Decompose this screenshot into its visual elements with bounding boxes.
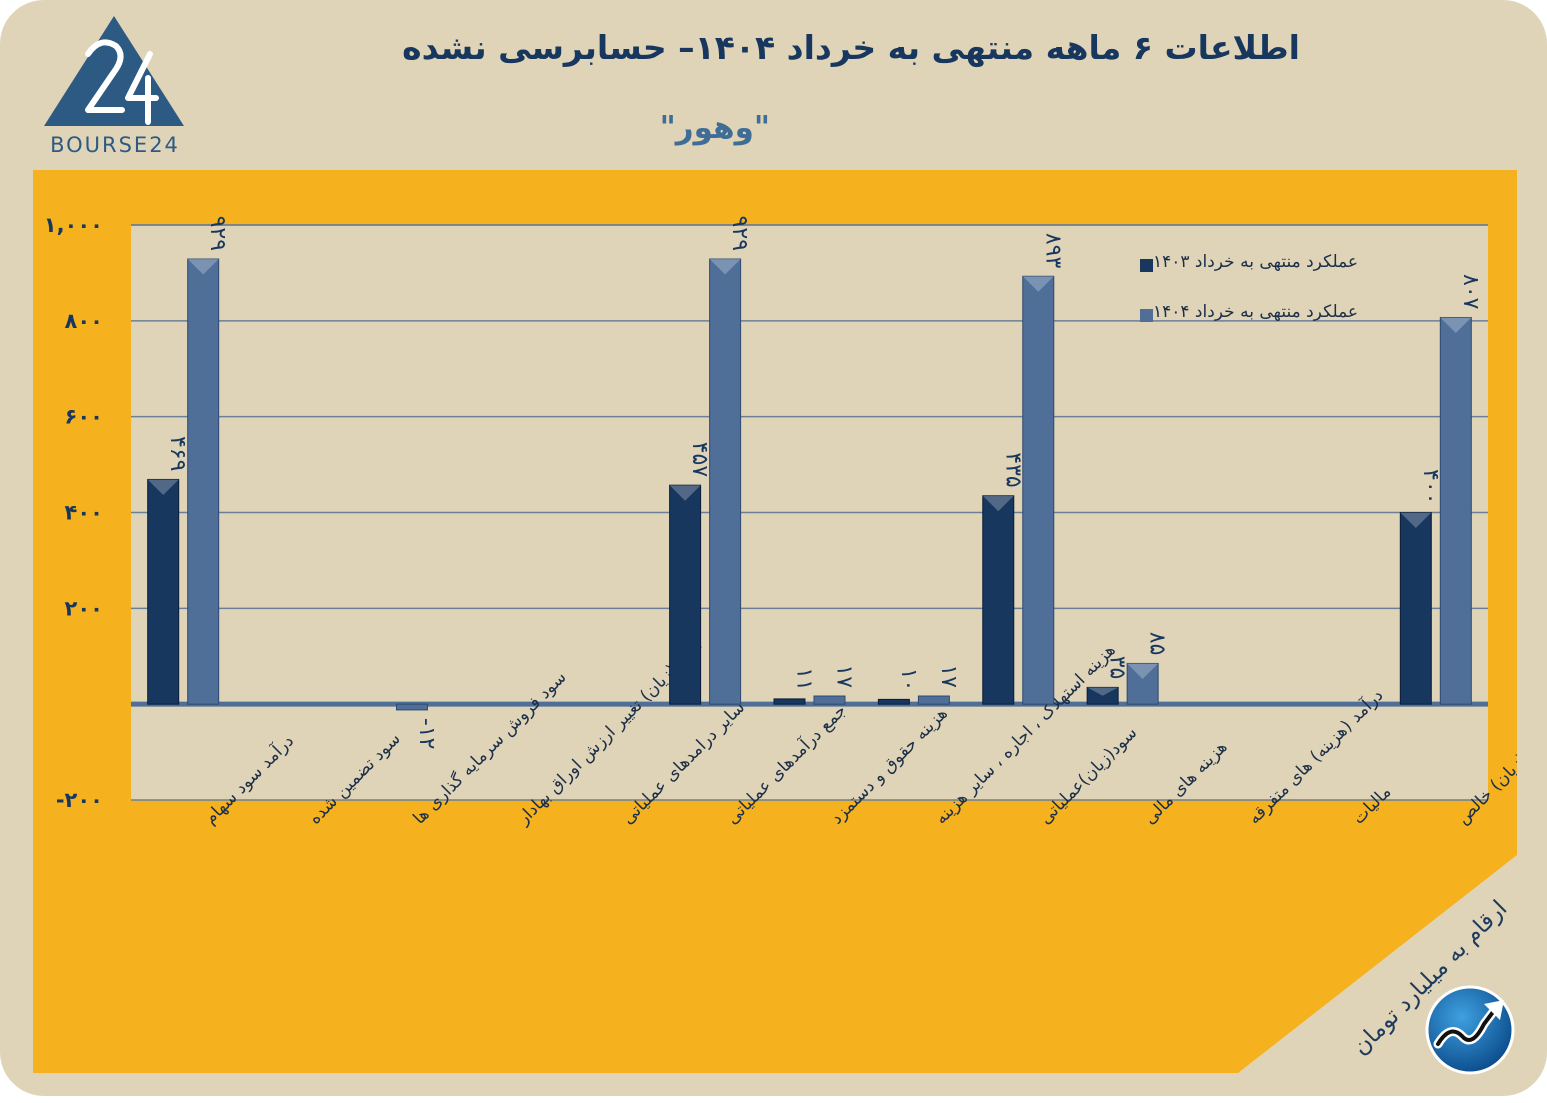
bar-highlight [669,485,701,501]
legend-swatch-1403 [1140,259,1153,272]
bar [147,478,180,705]
bar-highlight [1087,687,1119,696]
logo-text: BOURSE24 [50,133,180,157]
data-label: ۱۷ [832,664,857,688]
legend-label: عملکرد منتهی به خرداد ۱۴۰۴ [1153,302,1359,322]
data-label: ۴۶۹ [165,436,190,471]
data-label: ۱۱ [792,667,817,691]
data-label: ۸۰۷ [1458,274,1483,310]
chart-panel: -۲۰۰ ۲۰۰ ۴۰۰ ۶۰۰ ۸۰۰ ۱,۰۰۰ ۴۶۹ ۹۲۹ درآمد سود سها… [33,170,1517,1073]
data-label: ۱۰ [896,668,921,692]
data-label: ۴۵۷ [687,442,712,478]
bar [1022,275,1055,705]
bar-highlight [187,259,219,275]
bar-highlight [709,259,741,275]
trend-arrow-icon [1425,985,1515,1075]
legend-label: عملکرد منتهی به خرداد ۱۴۰۳ [1153,252,1359,272]
data-label: ۸۹۳ [1040,233,1065,269]
bar [1439,316,1472,705]
bar [395,703,428,711]
bar-highlight [1022,276,1054,292]
page-subtitle: "وهور" [659,110,770,146]
bar-highlight [1127,663,1159,679]
bar [709,258,742,705]
bar [187,258,220,705]
bar-highlight [982,495,1014,512]
y-tick-label: ۲۰۰ [65,596,103,620]
data-label: ۴۳۵ [1000,452,1025,487]
y-tick-label: ۸۰۰ [65,309,103,333]
y-tick-label: ۱,۰۰۰ [44,213,103,237]
y-tick-label: ۶۰۰ [65,405,103,429]
bar [982,495,1015,705]
bar [773,698,806,705]
bar-highlight [1400,512,1432,528]
bar [877,698,910,705]
legend-item-1403: عملکرد منتهی به خرداد ۱۴۰۳ [1153,252,1358,272]
legend-item-1404: عملکرد منتهی به خرداد ۱۴۰۴ [1153,302,1358,322]
y-tick-label: -۲۰۰ [56,788,103,812]
data-label: ۹۲۹ [205,216,230,251]
data-label: ۹۲۹ [727,216,752,251]
page-title: اطلاعات ۶ ماهه منتهی به خرداد ۱۴۰۴– حساب… [402,28,1300,67]
bar [917,695,950,705]
data-label: ۳۵ [1105,656,1130,680]
bar [1126,662,1159,705]
bar [813,695,846,705]
bar [1399,512,1432,705]
bar-highlight [147,479,179,495]
data-label: ۸۵ [1145,632,1170,656]
legend-swatch-1404 [1140,309,1153,322]
data-label: ۴۰۰ [1418,469,1443,504]
bar [669,484,702,705]
data-label: -۱۲ [414,718,439,750]
data-label: ۱۷ [936,664,961,688]
bar [1086,686,1119,705]
y-tick-label: ۴۰۰ [65,501,103,525]
bourse24-logo-icon [44,16,184,126]
bar-highlight [1440,317,1472,333]
